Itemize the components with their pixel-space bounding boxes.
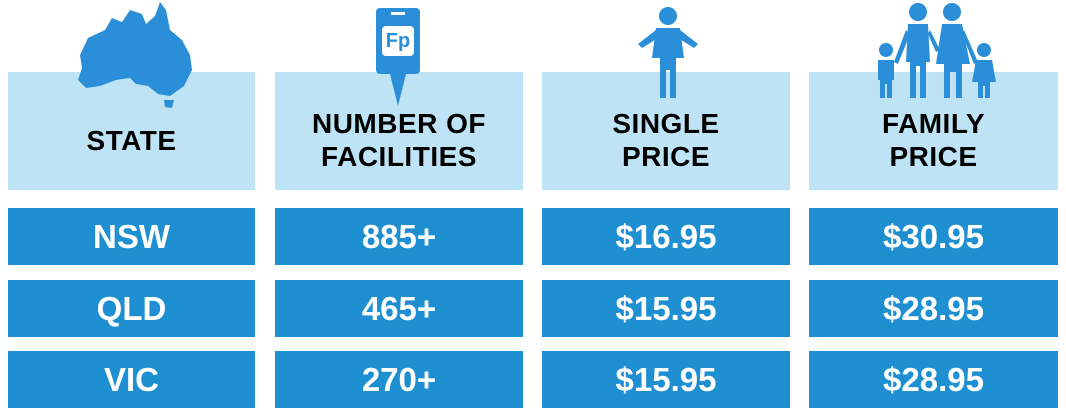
table-cell: $30.95 xyxy=(809,208,1058,265)
header-cell: STATE xyxy=(8,72,255,190)
table-cell: QLD xyxy=(8,280,255,337)
header-text: PRICE xyxy=(889,141,978,172)
table-cell: $15.95 xyxy=(542,280,790,337)
table-cell: $15.95 xyxy=(542,351,790,408)
table-cell: 270+ xyxy=(275,351,523,408)
header-text: STATE xyxy=(86,124,177,156)
icon-label: Fp xyxy=(386,30,410,52)
family-icon xyxy=(878,3,996,98)
table-cell: 465+ xyxy=(275,280,523,337)
header-text: PRICE xyxy=(621,141,711,172)
table-cell: $16.95 xyxy=(542,208,790,265)
header-text: NUMBER OF xyxy=(311,108,487,139)
header-cell: NUMBER OF FACILITIES xyxy=(275,72,523,190)
header-cell: FAMILY PRICE xyxy=(809,72,1058,190)
header-text: SINGLE xyxy=(612,108,720,139)
header-text: FACILITIES xyxy=(321,141,477,172)
facilities-icon: Fp xyxy=(376,8,420,106)
table-cell: VIC xyxy=(8,351,255,408)
single-icon xyxy=(638,7,698,98)
table-cell: NSW xyxy=(8,208,255,265)
table-cell: $28.95 xyxy=(809,280,1058,337)
header-text: FAMILY xyxy=(881,108,986,139)
table-cell: $28.95 xyxy=(809,351,1058,408)
australia-icon xyxy=(78,2,192,108)
table-cell: 885+ xyxy=(275,208,523,265)
